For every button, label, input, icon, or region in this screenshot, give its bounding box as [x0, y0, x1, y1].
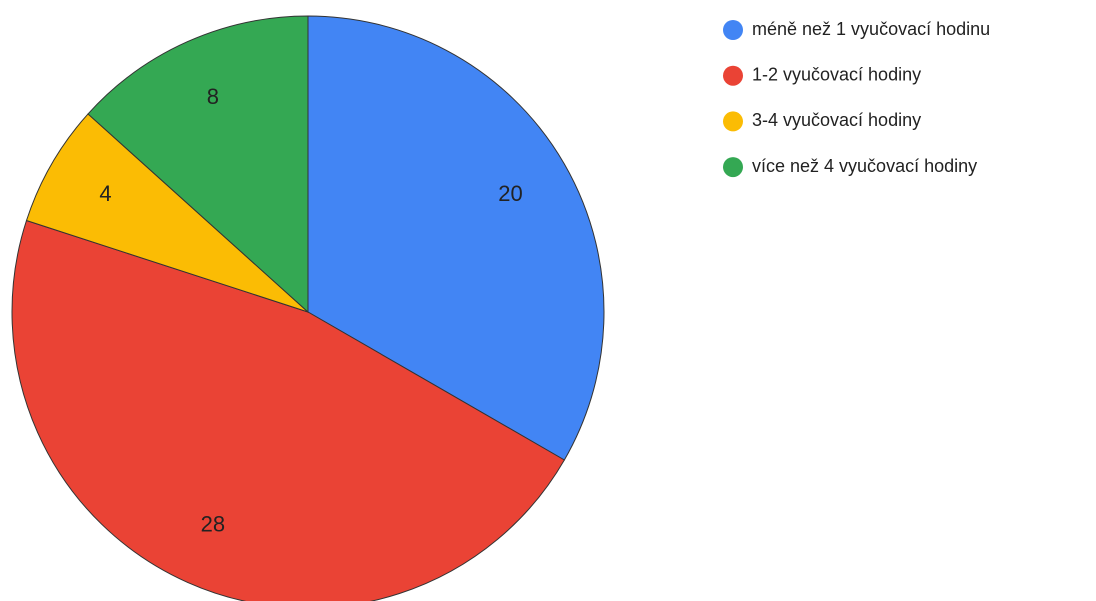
pie-slice: [87, 15, 309, 314]
legend-label: 1-2 vyučovací hodiny: [752, 64, 921, 84]
legend-marker: [723, 20, 743, 40]
legend-label: více než 4 vyučovací hodiny: [752, 156, 977, 176]
pie-slice: [25, 113, 309, 313]
pie-slice: [307, 15, 605, 461]
slice-label: 8: [207, 84, 219, 109]
legend-marker: [723, 65, 743, 86]
legend-label: 3-4 vyučovací hodiny: [752, 110, 921, 130]
legend-marker: [723, 111, 743, 132]
legend-marker: [723, 157, 743, 178]
slice-label: 28: [201, 511, 225, 536]
pie-slice: [11, 219, 566, 601]
legend-label: méně než 1 vyučovací hodinu: [752, 19, 990, 39]
slice-label: 20: [498, 181, 522, 206]
slice-label: 4: [99, 181, 111, 206]
